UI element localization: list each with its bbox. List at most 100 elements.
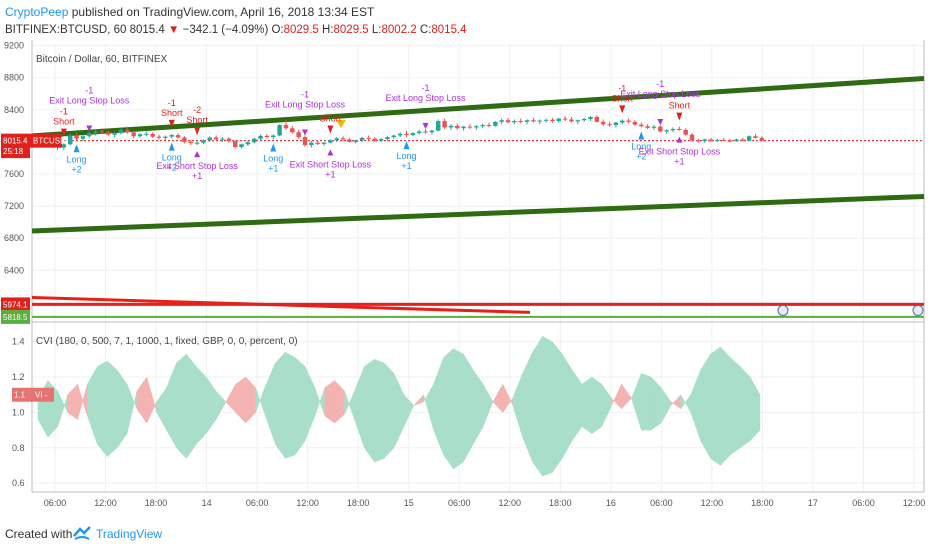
cvi-tick-label: 0.6 <box>12 478 25 488</box>
candle-body <box>201 140 206 143</box>
candle-body <box>131 132 136 137</box>
candle-body <box>410 133 416 136</box>
tradingview-brand-link[interactable]: TradingView <box>96 527 163 541</box>
candle-body <box>531 120 536 122</box>
candle-body <box>378 139 384 141</box>
price-tick-label: 6800 <box>4 233 24 243</box>
footer: Created with TradingView <box>0 518 932 550</box>
candle-body <box>232 141 238 148</box>
yellow-marker-icon <box>336 120 346 128</box>
candle-body <box>340 138 346 140</box>
long-arrow-icon <box>270 143 277 152</box>
short-arrow-icon <box>676 112 683 121</box>
event-marker-icon <box>777 304 789 316</box>
short-arrow-icon <box>327 125 334 134</box>
candle-body <box>321 142 327 144</box>
candle-body <box>74 135 79 139</box>
cvi-band-segment <box>106 360 118 458</box>
candle-body <box>734 139 739 142</box>
price-tick-label: 6400 <box>4 265 24 275</box>
time-tick-label: 06:00 <box>650 498 673 508</box>
candle-body <box>118 129 124 134</box>
candle-body <box>93 131 98 134</box>
signal-label: Long <box>263 153 283 163</box>
symbol-label: BITFINEX:BTCUSD, 60 <box>5 24 127 36</box>
high-label: H: <box>322 24 334 36</box>
price-tick-label: 7600 <box>4 169 24 179</box>
cvi-band-segment <box>720 346 731 467</box>
cvi-band-segment <box>542 335 553 477</box>
author-name[interactable]: CryptoPeep <box>5 5 69 19</box>
candle-body <box>677 129 682 131</box>
cvi-band-segment <box>275 351 286 460</box>
candle-body <box>620 120 625 123</box>
cvi-band-segment <box>581 376 593 435</box>
candle-body <box>651 126 657 128</box>
cvi-tick-label: 1.2 <box>12 372 25 382</box>
signal-label: Exit Short Stop Loss <box>639 147 721 157</box>
candle-body <box>461 126 466 129</box>
cvi-band-segment <box>710 346 721 466</box>
low-label: L: <box>371 24 382 36</box>
candle-body <box>455 125 460 129</box>
candle-body <box>467 126 473 128</box>
cvi-band-segment <box>97 360 108 458</box>
cvi-band-segment <box>195 365 207 445</box>
candle-body <box>721 139 726 141</box>
signal-label: Exit Long Stop Loss <box>49 95 130 105</box>
cvi-band-segment <box>482 383 494 427</box>
candle-body <box>144 133 149 135</box>
candle-body <box>404 133 409 136</box>
trendline <box>31 193 925 234</box>
candle-body <box>366 137 371 139</box>
cvi-band-segment <box>561 353 573 460</box>
signal-label: Long <box>162 153 182 163</box>
cvi-band-segment <box>591 376 603 435</box>
candle-body <box>499 120 504 122</box>
candle-body <box>581 119 587 121</box>
candle-body <box>150 133 155 137</box>
candle-body <box>486 125 492 127</box>
symbol-tag <box>30 133 62 148</box>
cvi-band-segment <box>532 335 543 477</box>
long-arrow-icon <box>168 142 175 151</box>
candle-body <box>226 138 232 142</box>
candle-body <box>658 126 663 132</box>
exit-long-arrow-icon <box>422 123 429 130</box>
event-marker-icon <box>912 304 924 316</box>
signal-qty: +1 <box>268 163 278 173</box>
candle-body <box>385 137 390 140</box>
exit-short-arrow-icon <box>327 149 334 156</box>
candle-body <box>493 121 498 126</box>
candle-body <box>664 130 669 132</box>
candle-body <box>715 139 720 141</box>
cvi-band-segment <box>324 380 335 424</box>
candle-body <box>188 141 193 144</box>
candle-body <box>245 142 251 145</box>
candle-body <box>645 126 650 128</box>
candle-body <box>391 135 397 138</box>
candle-body <box>740 139 746 141</box>
candle-body <box>87 133 92 137</box>
time-tick-label: 06:00 <box>448 498 471 508</box>
price-tag <box>1 309 30 324</box>
candle-body <box>537 120 542 122</box>
candle-body <box>283 125 289 129</box>
time-tick-label: 15 <box>404 498 414 508</box>
candle-body <box>550 119 555 122</box>
candle-body <box>112 133 117 135</box>
signal-qty: -1 <box>618 83 626 93</box>
candle-body <box>746 136 752 141</box>
tradingview-logo-icon <box>73 526 91 540</box>
candle-body <box>372 138 377 141</box>
signal-qty: -1 <box>85 85 93 95</box>
candle-body <box>708 139 714 141</box>
candle-body <box>442 121 447 128</box>
chart-canvas[interactable]: 6000640068007200760080008400880092000.60… <box>0 40 932 518</box>
candle-body <box>99 131 105 133</box>
cvi-band-segment <box>364 358 375 463</box>
time-tick-label: 17 <box>808 498 818 508</box>
time-tick-label: 06:00 <box>852 498 875 508</box>
created-with-label: Created with <box>5 527 73 541</box>
candle-body <box>480 125 485 127</box>
